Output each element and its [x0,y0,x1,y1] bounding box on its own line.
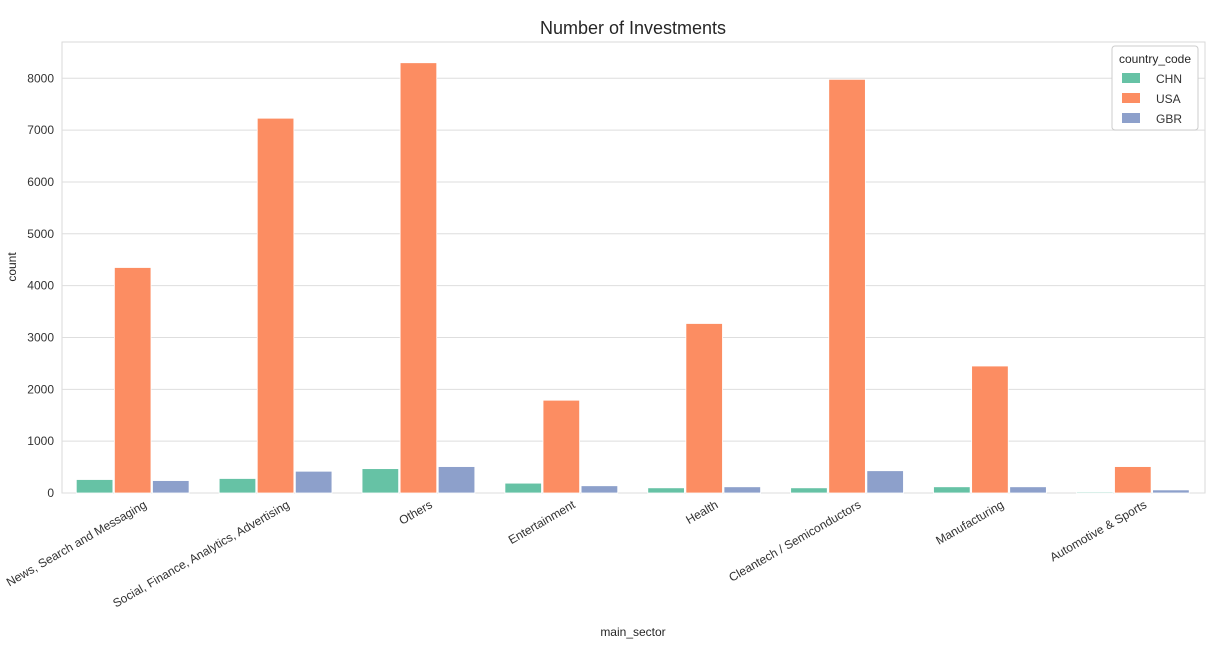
x-axis-label: main_sector [600,625,665,639]
x-tick-label: Health [683,497,720,526]
y-tick-label: 8000 [27,71,54,85]
bar-usa [828,78,866,494]
bar-chn [790,487,828,494]
y-tick-label: 7000 [27,123,54,137]
y-tick-label: 5000 [27,227,54,241]
bar-gbr [723,486,761,494]
bar-usa [113,267,152,494]
bar-chn [1076,491,1114,494]
y-tick-label: 3000 [27,330,54,344]
plot-frame [61,41,1206,494]
bar-chn [504,482,542,494]
bar-usa [256,117,295,494]
legend-label-usa: USA [1156,92,1181,106]
legend-swatch-chn [1122,73,1140,83]
bar-usa [542,399,581,494]
x-tick-label: News, Search and Messaging [4,497,149,589]
bar-chn [218,478,257,494]
legend-box [1111,45,1199,131]
bar-usa [399,62,438,494]
legend: country_code CHN USA GBR [1111,45,1199,131]
x-tick-label: Entertainment [506,497,578,547]
bar-gbr [294,470,333,494]
y-tick-label: 4000 [27,279,54,293]
bar-usa [1114,466,1152,494]
y-tick-label: 1000 [27,434,54,448]
legend-label-gbr: GBR [1156,112,1182,126]
y-tick-label: 6000 [27,175,54,189]
bar-gbr [1009,486,1047,494]
x-tick-label: Others [396,497,434,527]
bar-gbr [437,466,476,494]
bar-gbr [1152,489,1190,494]
x-tick-label: Cleantech / Semiconductors [726,497,863,584]
bar-chn [933,486,971,494]
bar-chn [75,479,114,494]
legend-label-chn: CHN [1156,72,1182,86]
y-axis-label: count [5,252,19,282]
bar-gbr [580,485,619,494]
bar-gbr [152,480,190,494]
bar-chn [647,487,685,494]
x-tick-label: Manufacturing [933,497,1006,547]
y-tick-label: 0 [47,486,54,500]
legend-swatch-usa [1122,93,1140,103]
y-tick-label: 2000 [27,382,54,396]
chart-title: Number of Investments [540,18,726,38]
bar-gbr [866,470,904,494]
x-tick-label: Automotive & Sports [1047,497,1149,564]
bar-usa [971,365,1009,494]
bar-usa [685,323,723,494]
legend-title: country_code [1119,52,1191,66]
legend-swatch-gbr [1122,113,1140,123]
plot-area: 0 1000 2000 3000 4000 5000 6000 7000 8000 News, S… [4,41,1206,610]
bar-chn [361,468,400,494]
